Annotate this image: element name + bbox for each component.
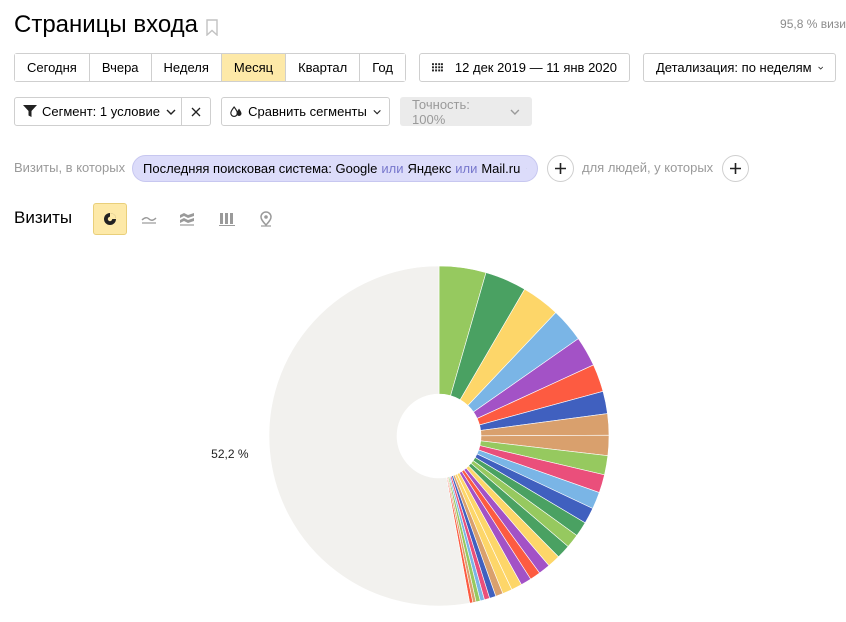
date-range-picker[interactable]: 12 дек 2019 — 11 янв 2020 <box>419 53 630 82</box>
detail-label: Детализация: по неделям <box>656 60 812 75</box>
add-visit-condition-button[interactable] <box>547 155 574 182</box>
accuracy-label: Точность: 100% <box>412 96 470 127</box>
area-view-button[interactable] <box>170 203 204 235</box>
segment-condition-chip[interactable]: Последняя поисковая система: Google или … <box>132 155 538 182</box>
segment-label: Сегмент: 1 условие <box>42 104 160 119</box>
line-chart-icon <box>141 217 157 224</box>
segment-control: Сегмент: 1 условие <box>14 97 211 126</box>
sampling-info[interactable]: 95,8 % визи <box>780 17 846 31</box>
pie-view-button[interactable] <box>93 203 127 235</box>
period-yesterday-button[interactable]: Вчера <box>89 54 152 81</box>
calendar-icon <box>432 63 443 72</box>
plus-icon <box>555 163 566 174</box>
bar-chart-icon <box>219 213 235 226</box>
area-chart-icon <box>180 213 194 226</box>
filter-icon <box>23 105 37 117</box>
compare-segments-dropdown[interactable]: Сравнить сегменты <box>221 97 390 126</box>
close-icon <box>191 107 201 116</box>
chip-close-icon[interactable] <box>526 164 527 173</box>
drops-icon <box>230 106 242 117</box>
period-week-button[interactable]: Неделя <box>151 54 222 81</box>
period-today-button[interactable]: Сегодня <box>15 54 90 81</box>
title-row: Страницы входа <box>14 8 218 42</box>
pie-slice[interactable] <box>268 265 471 607</box>
date-range-label: 12 дек 2019 — 11 янв 2020 <box>454 60 617 75</box>
segment-clear-button[interactable] <box>182 98 210 125</box>
accuracy-dropdown[interactable]: Точность: 100% <box>400 96 532 127</box>
chevron-down-icon <box>373 109 381 114</box>
chip-part-1: Последняя поисковая система: Google <box>143 161 378 176</box>
chevron-down-icon <box>510 109 520 115</box>
pie-slice-label: 52,2 % <box>211 447 249 461</box>
map-view-button[interactable] <box>249 203 283 235</box>
chart-title: Визиты <box>14 208 73 227</box>
compare-label: Сравнить сегменты <box>248 104 367 119</box>
map-pin-icon <box>260 211 272 227</box>
chip-part-2: Яндекс <box>407 161 452 176</box>
detail-dropdown[interactable]: Детализация: по неделям <box>643 53 836 82</box>
visits-condition-label: Визиты, в которых <box>14 160 126 175</box>
period-month-button[interactable]: Месяц <box>221 54 287 81</box>
pie-icon <box>104 213 116 225</box>
chevron-down-icon <box>817 66 823 70</box>
chevron-down-icon <box>166 109 176 115</box>
segment-dropdown[interactable]: Сегмент: 1 условие <box>15 98 182 125</box>
bookmark-icon[interactable] <box>206 18 218 36</box>
people-condition-label: для людей, у которых <box>582 160 714 175</box>
chip-part-3: Mail.ru <box>481 161 521 176</box>
line-view-button[interactable] <box>132 203 166 235</box>
bar-view-button[interactable] <box>210 203 244 235</box>
add-people-condition-button[interactable] <box>722 155 749 182</box>
chip-or-2: или <box>455 161 478 176</box>
plus-icon <box>730 163 741 174</box>
period-year-button[interactable]: Год <box>360 54 405 81</box>
chip-or-1: или <box>381 161 404 176</box>
page-title: Страницы входа <box>14 11 198 38</box>
period-quarter-button[interactable]: Квартал <box>286 54 361 81</box>
period-selector: Сегодня Вчера Неделя Месяц Квартал Год <box>14 53 406 82</box>
